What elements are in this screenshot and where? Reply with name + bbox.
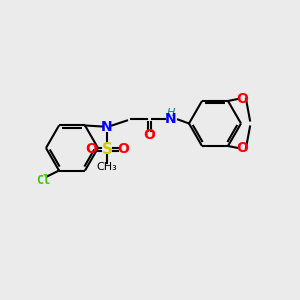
Text: O: O	[117, 142, 129, 157]
Text: H: H	[167, 109, 175, 118]
Text: N: N	[165, 112, 177, 127]
Text: CH₃: CH₃	[97, 163, 117, 172]
Text: O: O	[85, 142, 97, 157]
Text: S: S	[101, 142, 112, 157]
Text: O: O	[236, 141, 248, 155]
Text: Cl: Cl	[36, 174, 50, 187]
Text: O: O	[236, 92, 248, 106]
Text: O: O	[143, 128, 155, 142]
Text: N: N	[101, 121, 113, 134]
